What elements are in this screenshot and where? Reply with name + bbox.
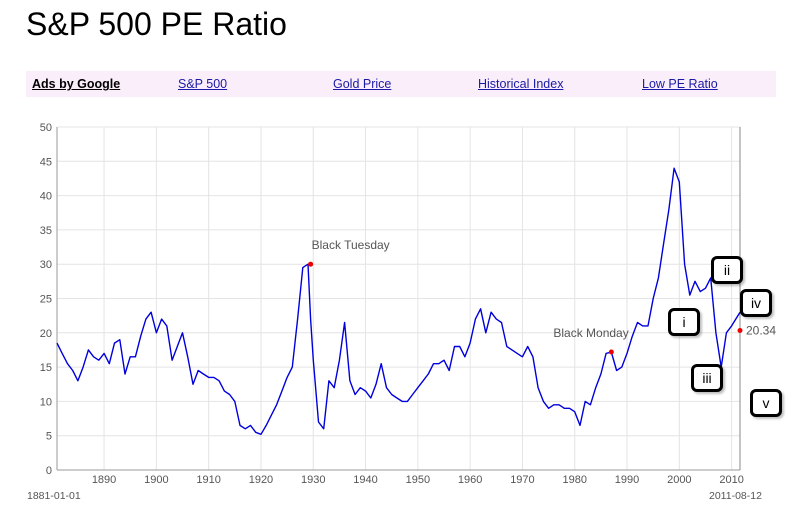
x-tick-label: 1930 xyxy=(301,474,325,486)
callout-ii: ii xyxy=(711,256,743,284)
ad-link-sp500[interactable]: S&P 500 xyxy=(178,77,228,91)
x-tick-label: 1960 xyxy=(458,474,482,486)
callout-v: v xyxy=(750,389,782,417)
x-tick-label: 1970 xyxy=(510,474,534,486)
x-tick-label: 1920 xyxy=(249,474,273,486)
ad-link-low-pe-ratio[interactable]: Low PE Ratio xyxy=(642,77,718,91)
x-tick-label: 2010 xyxy=(719,474,743,486)
y-tick-label: 15 xyxy=(40,362,52,374)
black-monday-marker xyxy=(608,349,614,355)
black-tuesday-label: Black Tuesday xyxy=(312,238,390,252)
y-tick-label: 20 xyxy=(40,328,52,340)
black-monday-label: Black Monday xyxy=(553,326,628,340)
ad-bar: Ads by Google S&P 500 Gold Price Histori… xyxy=(26,71,776,97)
current-value-label: 20.34 xyxy=(746,323,776,337)
x-tick-label: 1950 xyxy=(406,474,430,486)
current-value-marker xyxy=(737,327,743,333)
date-start-label: 1881-01-01 xyxy=(27,490,81,502)
black-tuesday-marker xyxy=(308,261,314,267)
x-tick-label: 1910 xyxy=(196,474,220,486)
page-title: S&P 500 PE Ratio xyxy=(26,6,287,42)
callout-i: i xyxy=(668,308,700,336)
x-tick-label: 1940 xyxy=(353,474,377,486)
y-tick-label: 40 xyxy=(40,191,52,203)
y-tick-label: 25 xyxy=(40,294,52,306)
x-tick-label: 1990 xyxy=(615,474,639,486)
date-end-label: 2011-08-12 xyxy=(709,490,762,502)
y-tick-label: 30 xyxy=(40,259,52,271)
y-tick-label: 10 xyxy=(40,396,52,408)
y-tick-label: 0 xyxy=(46,465,52,477)
pe-ratio-series-line xyxy=(56,167,741,435)
ad-link-historical-index[interactable]: Historical Index xyxy=(478,77,564,91)
x-tick-label: 2000 xyxy=(667,474,691,486)
y-tick-label: 5 xyxy=(46,431,52,443)
callout-iv: iv xyxy=(740,289,772,317)
x-tick-label: 1890 xyxy=(92,474,116,486)
y-tick-label: 45 xyxy=(40,156,52,168)
callout-iii: iii xyxy=(691,364,723,392)
x-tick-label: 1980 xyxy=(562,474,586,486)
y-tick-label: 50 xyxy=(40,122,52,134)
x-tick-label: 1900 xyxy=(144,474,168,486)
pe-ratio-chart[interactable]: 0 5 10 15 20 25 30 35 40 45 50 1890 1900 1910 1920 1930… xyxy=(0,115,789,490)
ads-by-google-link[interactable]: Ads by Google xyxy=(32,77,121,91)
y-tick-label: 35 xyxy=(40,225,52,237)
ad-link-gold-price[interactable]: Gold Price xyxy=(333,77,392,91)
